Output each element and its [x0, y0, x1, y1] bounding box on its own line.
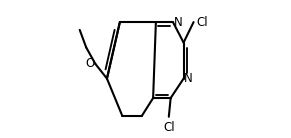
- Text: O: O: [86, 57, 95, 71]
- Text: Cl: Cl: [163, 121, 175, 134]
- Text: N: N: [174, 16, 182, 29]
- Text: Cl: Cl: [196, 16, 208, 29]
- Text: N: N: [184, 72, 193, 85]
